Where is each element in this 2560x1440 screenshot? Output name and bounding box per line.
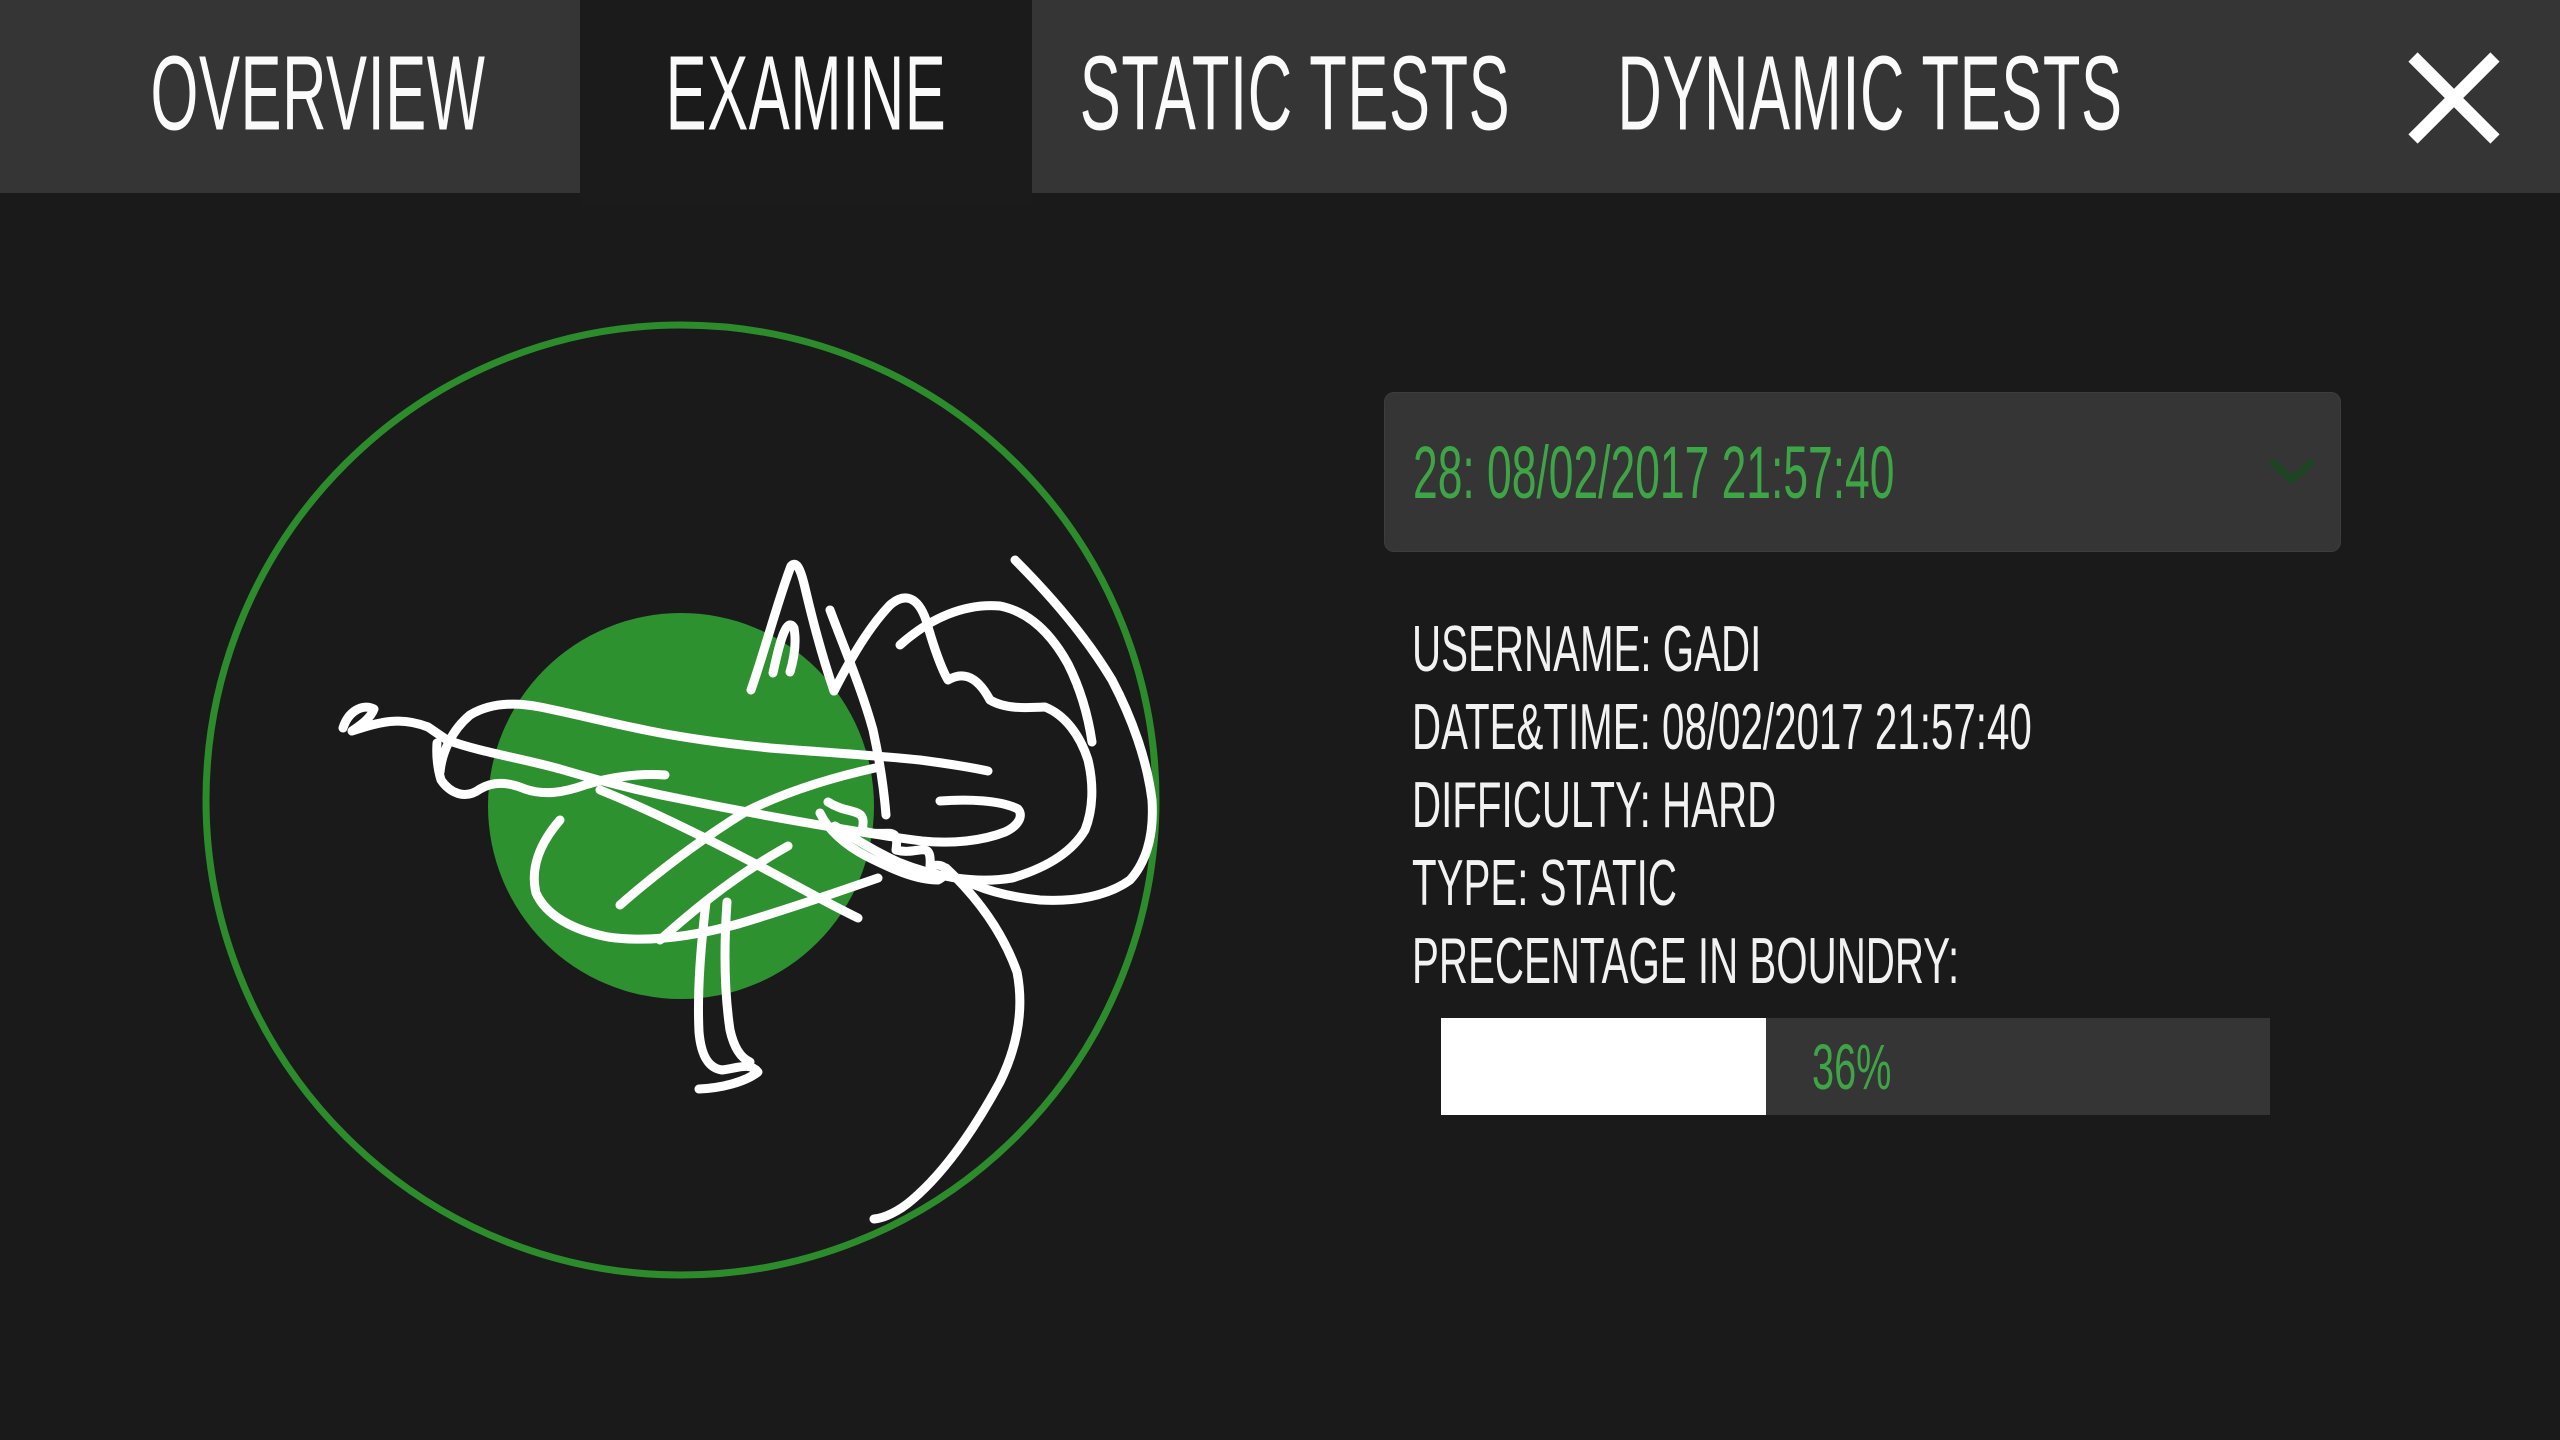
tab-examine[interactable]: EXAMINE	[665, 34, 947, 153]
session-details: USERNAME: GADI DATE&TIME: 08/02/2017 21:…	[1412, 609, 2412, 999]
session-dropdown-value: 28: 08/02/2017 21:57:40	[1413, 430, 1895, 514]
detail-type: TYPE: STATIC	[1412, 845, 1677, 919]
progress-fill	[1441, 1018, 1766, 1115]
trace-path	[895, 601, 1097, 747]
target-center-circle	[488, 613, 874, 999]
close-button[interactable]	[2404, 48, 2504, 148]
tab-dynamic-tests[interactable]: DYNAMIC TESTS	[1617, 34, 2123, 153]
trace-path	[529, 815, 1025, 1224]
tab-static-tests[interactable]: STATIC TESTS	[1079, 34, 1511, 153]
detail-username: USERNAME: GADI	[1412, 611, 1762, 685]
trace-path	[595, 763, 950, 945]
chevron-down-icon	[2270, 459, 2314, 485]
detail-datetime: DATE&TIME: 08/02/2017 21:57:40	[1412, 689, 2032, 763]
trace-path	[963, 555, 1157, 905]
active-tab-background	[580, 0, 1032, 204]
tab-overview[interactable]: OVERVIEW	[150, 34, 486, 153]
close-icon	[2408, 52, 2500, 144]
trace-path	[693, 605, 891, 1094]
boundary-progress-bar: 36%	[1441, 1018, 2270, 1115]
progress-percent-label: 36%	[1812, 1030, 1892, 1103]
trace-path	[338, 702, 1025, 847]
trace-path	[432, 738, 670, 799]
tab-bar: OVERVIEW EXAMINE STATIC TESTS DYNAMIC TE…	[0, 0, 2560, 204]
trace-path	[746, 559, 839, 696]
detail-difficulty: DIFFICULTY: HARD	[1412, 767, 1777, 841]
trace-path	[435, 699, 993, 777]
session-dropdown[interactable]: 28: 08/02/2017 21:57:40	[1384, 392, 2341, 552]
detail-percentage-in-boundary-label: PRECENTAGE IN BOUNDRY:	[1412, 923, 1960, 997]
